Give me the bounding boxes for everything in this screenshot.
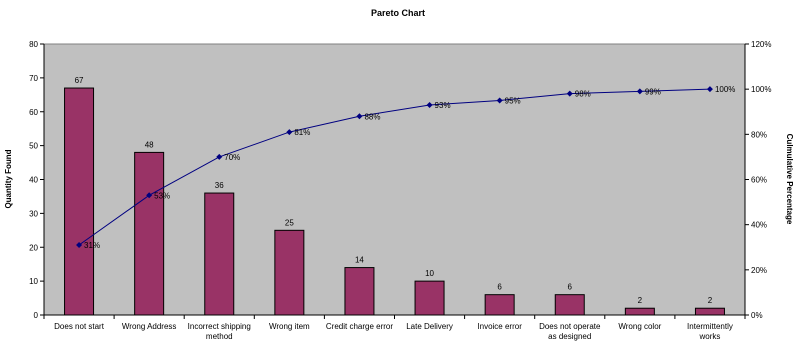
bar <box>694 307 725 316</box>
cumulative-label: 98% <box>575 90 591 99</box>
y-tick-label: 40 <box>29 176 38 185</box>
cumulative-point <box>706 86 713 93</box>
cumulative-label: 31% <box>84 241 100 250</box>
cumulative-label: 99% <box>645 87 661 96</box>
bar-value-label: 2 <box>638 296 643 305</box>
x-tick-label: Wrong item <box>269 322 310 331</box>
bar <box>484 294 515 316</box>
cumulative-label: 70% <box>224 153 240 162</box>
bar-value-label: 6 <box>497 283 502 292</box>
bar <box>554 294 585 316</box>
x-tick-label: Invoice error <box>477 322 522 331</box>
x-tick-label: Does not operate <box>539 322 601 331</box>
y2-tick-label: 20% <box>751 266 767 275</box>
cumulative-point <box>496 97 503 104</box>
y-tick-label: 60 <box>29 108 38 117</box>
x-tick-label: Does not start <box>54 322 105 331</box>
y-tick-label: 0 <box>34 311 39 320</box>
y-tick-label: 80 <box>29 40 38 49</box>
cumulative-label: 95% <box>505 96 521 105</box>
bar <box>414 280 445 316</box>
cumulative-point <box>146 192 153 199</box>
bar <box>624 307 655 316</box>
bar-value-label: 25 <box>285 218 294 227</box>
cumulative-label: 81% <box>294 128 310 137</box>
y2-axis-label: Culmulative Percentage <box>785 134 794 225</box>
cumulative-point <box>216 153 223 160</box>
cumulative-label: 93% <box>435 101 451 110</box>
x-tick-label: as designed <box>548 332 591 341</box>
cumulative-line <box>78 88 710 246</box>
plot-area: 0 10 20 30 40 50 60 70 80 0% 20% 40% 60% 80% 100% 120% 6… <box>29 40 771 341</box>
x-tick-label: Incorrect shipping <box>188 322 251 331</box>
bar <box>134 151 165 316</box>
cumulative-label: 100% <box>715 85 735 94</box>
cumulative-label: 53% <box>154 191 170 200</box>
y2-tick-label: 60% <box>751 176 767 185</box>
cumulative-point <box>286 129 293 136</box>
chart-title: Pareto Chart <box>371 8 425 18</box>
bar-value-label: 67 <box>75 76 84 85</box>
bar-value-label: 10 <box>425 269 434 278</box>
cumulative-point <box>636 88 643 95</box>
x-tick-label: Late Delivery <box>406 322 453 331</box>
y2-tick-label: 40% <box>751 221 767 230</box>
y-tick-label: 30 <box>29 209 38 218</box>
bar <box>204 192 235 316</box>
x-tick-label: Credit charge error <box>326 322 393 331</box>
bar <box>274 229 305 316</box>
y-tick-label: 10 <box>29 277 38 286</box>
x-tick-label: Wrong color <box>618 322 661 331</box>
y2-tick-label: 0% <box>751 311 763 320</box>
y-tick-label: 20 <box>29 243 38 252</box>
cumulative-point <box>426 101 433 108</box>
bar-value-label: 2 <box>708 296 713 305</box>
cumulative-point <box>356 113 363 120</box>
cumulative-point <box>76 241 83 248</box>
bar-value-label: 14 <box>355 256 364 265</box>
y-tick-label: 50 <box>29 142 38 151</box>
y2-tick-label: 100% <box>751 85 771 94</box>
bar-value-label: 48 <box>145 140 154 149</box>
bar-value-label: 36 <box>215 181 224 190</box>
y-tick-label: 70 <box>29 74 38 83</box>
x-tick-label: works <box>699 332 721 341</box>
y2-tick-label: 120% <box>751 40 771 49</box>
x-tick-label: Intermittently <box>687 322 733 331</box>
cumulative-label: 88% <box>364 112 380 121</box>
bar <box>344 267 375 316</box>
bar <box>64 87 95 316</box>
y2-tick-label: 80% <box>751 130 767 139</box>
cumulative-point <box>566 90 573 97</box>
y-axis-label: Quantity Found <box>4 149 13 208</box>
x-tick-label: Wrong Address <box>122 322 177 331</box>
x-tick-label: method <box>206 332 233 341</box>
bar-value-label: 6 <box>568 283 573 292</box>
